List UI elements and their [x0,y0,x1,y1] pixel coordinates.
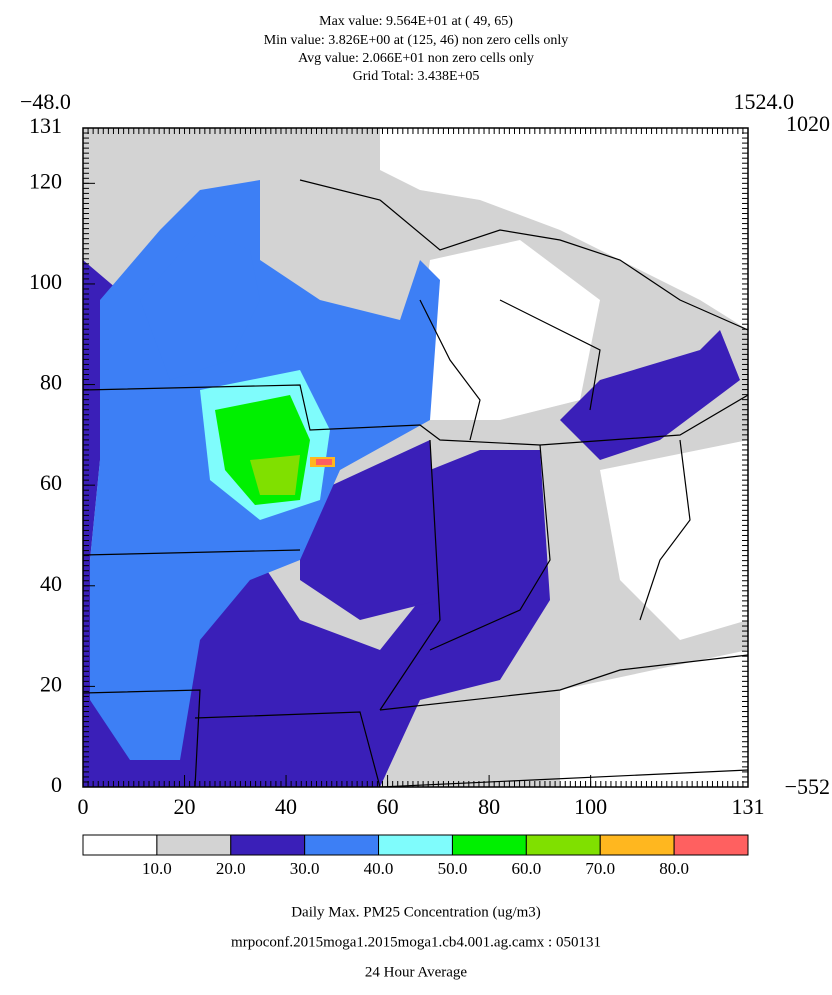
colorbar-label: 20.0 [216,859,246,878]
colorbar-label: 70.0 [585,859,615,878]
x-tick-label: 100 [574,794,607,819]
colorbar-swatch [673,834,749,856]
corner-label: −552 [785,774,830,799]
corner-label: 1524.0 [734,89,795,114]
colorbar-swatch [525,834,601,856]
corner-label: −48.0 [20,89,71,114]
y-tick-label: 0 [51,772,62,797]
colorbar-swatch [156,834,232,856]
x-tick-label: 0 [78,794,89,819]
colorbar: 10.0 20.0 30.0 40.0 50.0 60.0 70.0 80.0 [82,834,749,878]
colorbar-label: 30.0 [290,859,320,878]
y-tick-label: 20 [40,671,62,696]
x-tick-label: 60 [377,794,399,819]
colorbar-label: 50.0 [438,859,468,878]
header-line: Avg value: 2.066E+01 non zero cells only [298,51,534,66]
y-tick-label: 80 [40,370,62,395]
x-tick-label: 20 [174,794,196,819]
x-tick-label: 40 [275,794,297,819]
corner-label: 1020 [786,111,830,136]
colorbar-swatch [230,834,306,856]
colorbar-swatch [378,834,453,856]
colorbar-label: 40.0 [364,859,394,878]
colorbar-swatch [82,834,158,856]
x-tick-label: 131 [732,794,765,819]
footer-line: Daily Max. PM25 Concentration (ug/m3) [291,904,541,920]
frame-ticks [82,127,749,788]
header-line: Grid Total: 3.438E+05 [353,69,480,84]
y-tick-label: 60 [40,470,62,495]
plot-frame [82,127,749,788]
y-tick-label: 131 [29,113,62,138]
colorbar-label: 60.0 [511,859,541,878]
concentration-field [83,128,748,787]
header-line: Min value: 3.826E+00 at (125, 46) non ze… [264,33,569,48]
y-tick-label: 120 [29,168,62,193]
colorbar-label: 80.0 [659,859,689,878]
footer-line: mrpoconf.2015moga1.2015moga1.cb4.001.ag.… [231,934,601,950]
header-line: Max value: 9.564E+01 at ( 49, 65) [319,14,513,29]
colorbar-label: 10.0 [142,859,172,878]
colorbar-swatch [304,834,380,856]
x-tick-label: 80 [478,794,500,819]
footer-line: 24 Hour Average [365,964,468,980]
y-tick-label: 40 [40,571,62,596]
colorbar-swatch [599,834,675,856]
y-tick-label: 100 [29,269,62,294]
colorbar-swatch [451,834,527,856]
